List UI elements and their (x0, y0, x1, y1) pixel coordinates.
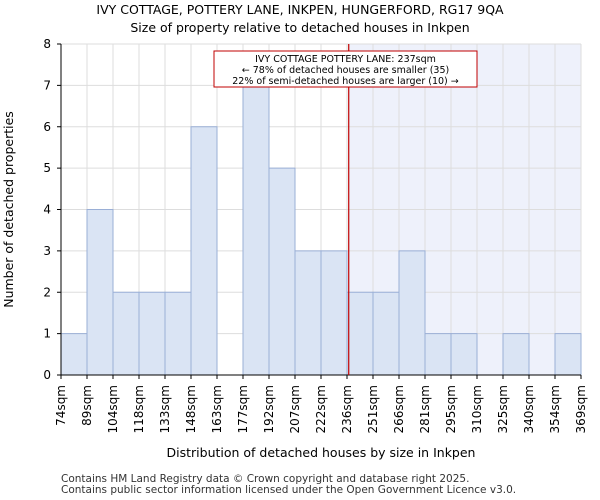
y-tick-label: 8 (43, 37, 51, 51)
x-tick-label: 281sqm (418, 385, 432, 433)
x-tick-label: 295sqm (444, 385, 458, 433)
x-tick-label: 118sqm (132, 385, 146, 433)
x-tick-label: 74sqm (54, 385, 68, 426)
bar (424, 333, 452, 376)
x-tick-label: 369sqm (574, 385, 588, 433)
bar (294, 250, 322, 376)
y-tick-label: 3 (43, 244, 51, 258)
bar (112, 291, 140, 376)
x-tick-label: 163sqm (210, 385, 224, 433)
annotation-box (213, 50, 478, 88)
y-tick-label: 4 (43, 203, 51, 217)
bar (242, 84, 270, 376)
y-tick-label: 0 (43, 368, 51, 382)
bar (554, 333, 582, 376)
x-tick-label: 148sqm (184, 385, 198, 433)
x-tick-label: 104sqm (106, 385, 120, 433)
x-tick-label: 89sqm (80, 385, 94, 426)
bar (450, 333, 478, 376)
chart-title: IVY COTTAGE, POTTERY LANE, INKPEN, HUNGE… (96, 2, 504, 17)
footer-line-2: Contains public sector information licen… (61, 484, 517, 496)
x-axis-label: Distribution of detached houses by size … (167, 445, 476, 460)
x-tick-label: 236sqm (340, 385, 354, 433)
bar (398, 250, 426, 376)
bar (320, 250, 348, 376)
x-tick-label: 133sqm (158, 385, 172, 433)
x-tick-label: 192sqm (262, 385, 276, 433)
bar (138, 291, 166, 376)
annotation-line-3: 22% of semi-detached houses are larger (… (232, 76, 459, 87)
y-tick-label: 6 (43, 120, 51, 134)
bar (372, 291, 400, 376)
x-tick-label: 207sqm (288, 385, 302, 433)
bar (502, 333, 530, 376)
bar (268, 167, 296, 376)
annotation-line-2: ← 78% of detached houses are smaller (35… (242, 65, 449, 76)
x-tick-label: 251sqm (366, 385, 380, 433)
y-axis-label: Number of detached properties (1, 111, 16, 308)
y-tick-label: 5 (43, 161, 51, 175)
x-tick-label: 325sqm (496, 385, 510, 433)
x-tick-label: 340sqm (522, 385, 536, 433)
x-tick-label: 310sqm (470, 385, 484, 433)
chart-subtitle: Size of property relative to detached ho… (130, 20, 470, 35)
footer-line-1: Contains HM Land Registry data © Crown c… (61, 473, 470, 485)
y-tick-label: 1 (43, 327, 51, 341)
bar (346, 291, 374, 376)
bar (86, 209, 114, 376)
x-tick-label: 354sqm (548, 385, 562, 433)
y-tick-label: 2 (43, 285, 51, 299)
x-tick-label: 266sqm (392, 385, 406, 433)
bar (60, 333, 88, 376)
bar (164, 291, 192, 376)
annotation-line-1: IVY COTTAGE POTTERY LANE: 237sqm (255, 54, 436, 65)
y-tick-label: 7 (43, 78, 51, 92)
x-tick-label: 222sqm (314, 385, 328, 433)
x-tick-label: 177sqm (236, 385, 250, 433)
bar (190, 126, 218, 376)
